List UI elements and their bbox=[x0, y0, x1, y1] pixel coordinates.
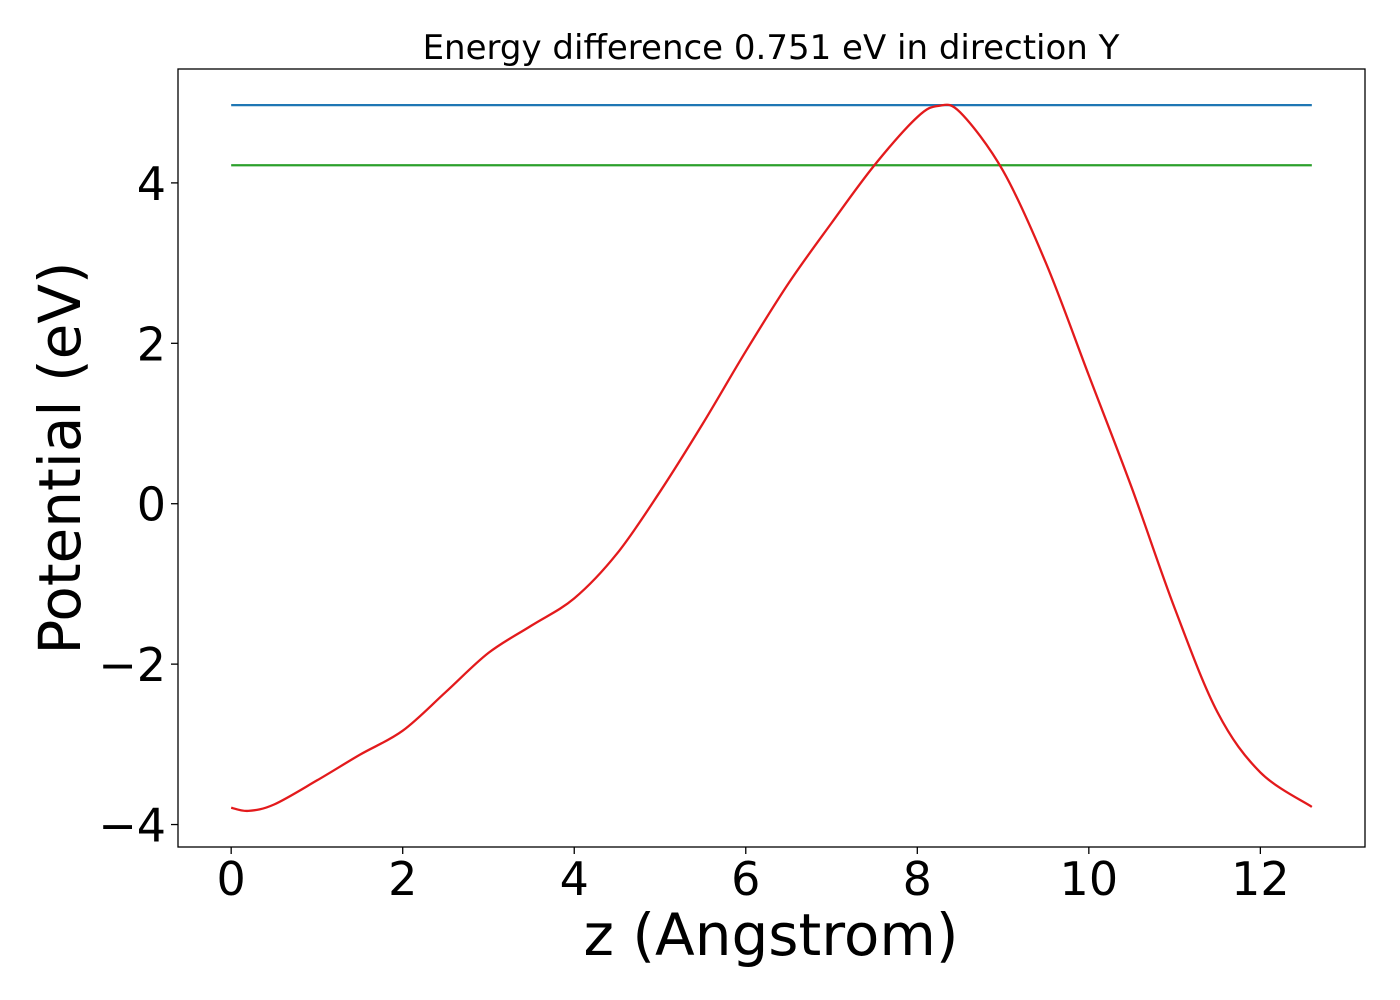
x-tick-label-10: 10 bbox=[1060, 852, 1119, 906]
x-tick-label-8: 8 bbox=[903, 852, 932, 906]
x-tick-label-12: 12 bbox=[1231, 852, 1290, 906]
x-tick-label-0: 0 bbox=[217, 852, 246, 906]
y-tick-label-0: 0 bbox=[137, 478, 166, 532]
x-tick-label-4: 4 bbox=[560, 852, 589, 906]
y-tick-label-2: 2 bbox=[137, 317, 166, 371]
plot-frame bbox=[177, 68, 1366, 848]
x-tick-label-6: 6 bbox=[731, 852, 760, 906]
plot-layer bbox=[230, 103, 1313, 813]
x-axis-label: z (Angstrom) bbox=[584, 901, 959, 969]
chart-title: Energy difference 0.751 eV in direction … bbox=[423, 28, 1120, 68]
y-tick-label--2: −2 bbox=[98, 638, 166, 692]
x-tick-label-2: 2 bbox=[388, 852, 417, 906]
y-tick-label-4: 4 bbox=[137, 157, 166, 211]
axis-layer: 0 2 4 6 8 10 12 −4 −2 0 2 4 bbox=[98, 157, 1289, 906]
series-line-2 bbox=[230, 103, 1313, 813]
y-axis-label: Potential (eV) bbox=[26, 261, 94, 654]
y-tick-label--4: −4 bbox=[98, 799, 166, 853]
